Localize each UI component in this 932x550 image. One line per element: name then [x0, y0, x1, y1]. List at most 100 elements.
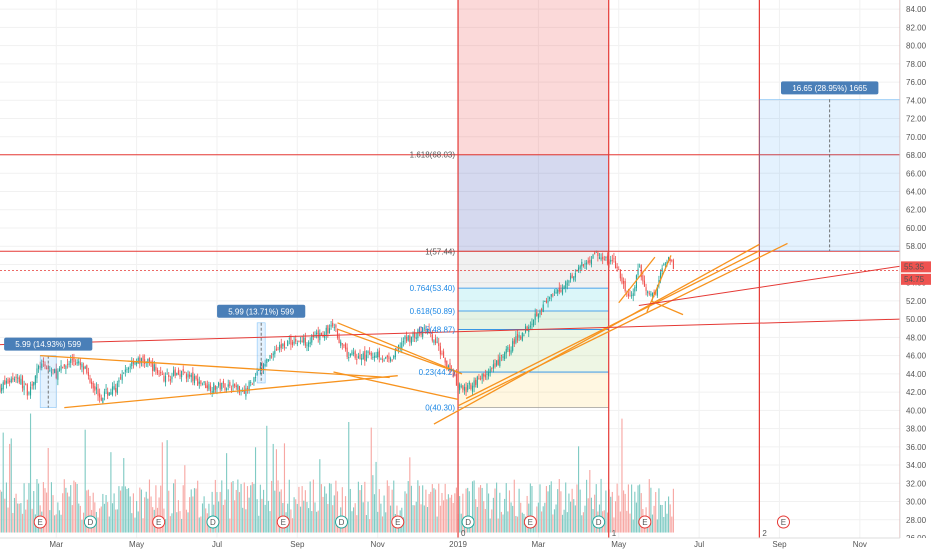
volume-bar	[418, 485, 421, 533]
event-marker-label: D	[88, 518, 94, 527]
volume-bar	[148, 479, 151, 533]
candle-body	[565, 281, 567, 289]
volume-bar	[136, 500, 138, 533]
candle-body	[121, 374, 123, 381]
volume-bar	[664, 501, 666, 533]
volume-bar	[386, 480, 388, 533]
candle-body	[332, 322, 334, 327]
volume-bar	[330, 483, 332, 533]
volume-bar	[99, 508, 101, 533]
volume-bar	[155, 485, 157, 533]
price-axis[interactable]: 26.0028.0030.0032.0034.0036.0038.0040.00…	[899, 0, 932, 550]
volume-bar	[663, 517, 665, 533]
volume-bar	[327, 503, 329, 533]
event-marker	[335, 515, 349, 529]
volume-bar	[341, 487, 343, 533]
candle-body	[549, 297, 551, 299]
volume-bar	[613, 517, 615, 533]
candle-body	[473, 380, 475, 388]
volume-bar	[219, 491, 221, 533]
volume-bar	[430, 491, 432, 533]
volume-bar	[83, 512, 85, 533]
volume-bar	[479, 485, 482, 533]
candle-body	[550, 294, 552, 297]
candle-body	[105, 389, 107, 391]
candle-body	[309, 342, 311, 344]
volume-bar	[171, 513, 173, 533]
candle-body	[606, 255, 609, 264]
volume-bar	[54, 515, 56, 533]
candle-body	[79, 362, 81, 366]
candle-body	[407, 335, 409, 341]
candle-body	[378, 350, 380, 358]
event-marker-label: D	[596, 518, 602, 527]
volume-bar	[147, 498, 149, 533]
candle-body	[391, 360, 393, 362]
volume-bar	[124, 486, 126, 533]
volume-bar	[393, 480, 395, 533]
candle-body	[547, 300, 549, 303]
candle-body	[95, 387, 97, 390]
candle-body	[173, 370, 175, 376]
fib-zone	[458, 329, 609, 373]
volume-bar	[491, 509, 493, 533]
candle-body	[237, 384, 239, 390]
volume-bar	[140, 489, 142, 533]
volume-bar	[111, 503, 114, 533]
candle-body	[558, 287, 560, 292]
event-marker-label: E	[528, 518, 533, 527]
volume-bar	[226, 453, 228, 533]
volume-bar	[33, 491, 35, 533]
candle-body	[185, 374, 187, 379]
candle-body	[539, 311, 541, 315]
volume-bar	[507, 511, 509, 533]
candle-body	[258, 370, 260, 372]
time-axis-bg	[0, 538, 932, 550]
volume-bar	[103, 503, 106, 533]
candle-body	[86, 365, 88, 373]
volume-bar	[42, 482, 44, 533]
volume-bar	[496, 482, 498, 533]
volume-bar	[129, 496, 131, 533]
candle-body	[213, 383, 215, 394]
volume-bar	[89, 495, 91, 533]
candle-body	[553, 291, 556, 293]
candle-body	[327, 325, 329, 334]
fib-level-label: 1(57.44)	[425, 247, 455, 256]
volume-bar	[619, 511, 621, 533]
candle-body	[443, 351, 445, 358]
volume-bar	[296, 503, 298, 533]
trend-line	[646, 255, 672, 313]
candle-body	[73, 357, 75, 363]
candle-body	[25, 384, 27, 386]
candle-body	[479, 378, 482, 380]
candle-body	[89, 378, 91, 383]
candle-body	[246, 388, 249, 390]
volume-bar	[288, 479, 290, 533]
volume-bar	[107, 502, 109, 533]
candle-body	[62, 366, 64, 368]
price-tick-label: 52.00	[906, 297, 927, 306]
volume-bar	[627, 484, 629, 533]
candle-body	[5, 381, 7, 384]
candle-body	[581, 261, 583, 267]
candle-body	[629, 295, 631, 297]
candle-body	[618, 269, 620, 270]
candle-body	[356, 359, 358, 360]
volume-bar	[623, 490, 625, 533]
volume-bar	[55, 514, 57, 533]
volume-bar	[301, 486, 303, 533]
volume-bar	[174, 479, 176, 533]
candle-body	[330, 324, 332, 327]
volume-bar	[21, 513, 24, 533]
candle-body	[317, 330, 319, 338]
candle-body	[365, 354, 367, 361]
volume-bar	[119, 490, 122, 533]
time-axis[interactable]: Mar May Jul Sep Nov 2019 Mar May Jul Sep Nov	[0, 537, 932, 550]
trend-line	[333, 371, 459, 401]
candle-body	[592, 254, 594, 259]
candle-body	[296, 343, 298, 345]
measure-badge	[780, 81, 879, 95]
